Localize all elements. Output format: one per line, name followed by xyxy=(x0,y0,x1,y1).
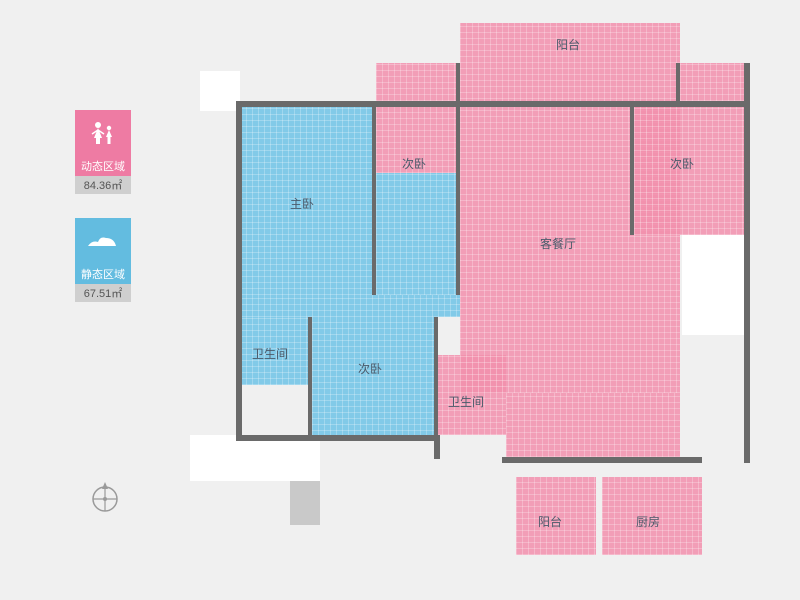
wall xyxy=(434,435,440,459)
room-label-bedroom-bot: 次卧 xyxy=(358,360,382,377)
legend-dynamic: 动态区域 84.36㎡ xyxy=(75,110,131,194)
wall xyxy=(744,63,750,463)
legend-static: 静态区域 67.51㎡ xyxy=(75,218,131,302)
room-bedroom-bot xyxy=(312,317,436,437)
legend-dynamic-value: 84.36㎡ xyxy=(75,176,131,194)
wall xyxy=(308,317,312,437)
room-label-bedroom-mid: 次卧 xyxy=(402,155,426,172)
room-label-bedroom-right: 次卧 xyxy=(670,155,694,172)
room-label-kitchen: 厨房 xyxy=(636,513,660,530)
room-bedroom-mid xyxy=(376,173,460,295)
room-corridor-bot xyxy=(506,393,680,457)
wall xyxy=(236,101,242,441)
legend-static-value: 67.51㎡ xyxy=(75,284,131,302)
room-corridor-right xyxy=(680,63,744,101)
room-label-balcony-bot: 阳台 xyxy=(538,513,562,530)
wall xyxy=(236,435,440,441)
sleep-icon xyxy=(75,218,131,264)
wall xyxy=(676,63,680,101)
legend-dynamic-label: 动态区域 xyxy=(75,156,131,176)
wall xyxy=(456,63,460,173)
wall xyxy=(236,101,748,107)
room-label-bath-left: 卫生间 xyxy=(252,345,288,362)
compass-icon xyxy=(88,480,122,514)
wall xyxy=(456,173,460,295)
room-label-bath-bottom: 卫生间 xyxy=(448,393,484,410)
wall xyxy=(502,457,702,463)
people-icon xyxy=(75,110,131,156)
outer-wall xyxy=(200,71,240,111)
room-label-master-bed: 主卧 xyxy=(290,195,314,212)
outer-wall xyxy=(190,435,320,481)
legend: 动态区域 84.36㎡ 静态区域 67.51㎡ xyxy=(75,110,131,326)
legend-static-label: 静态区域 xyxy=(75,264,131,284)
wall xyxy=(372,107,376,295)
wall xyxy=(434,317,438,437)
room-corridor-blue xyxy=(240,295,460,317)
floor-plan: 阳台客餐厅次卧卫生间阳台厨房主卧次卧卫生间次卧 xyxy=(190,15,760,585)
wall xyxy=(630,101,634,235)
room-label-living-dining: 客餐厅 xyxy=(540,235,576,252)
room-label-balcony-top: 阳台 xyxy=(556,36,580,53)
outer-wall xyxy=(682,235,748,335)
